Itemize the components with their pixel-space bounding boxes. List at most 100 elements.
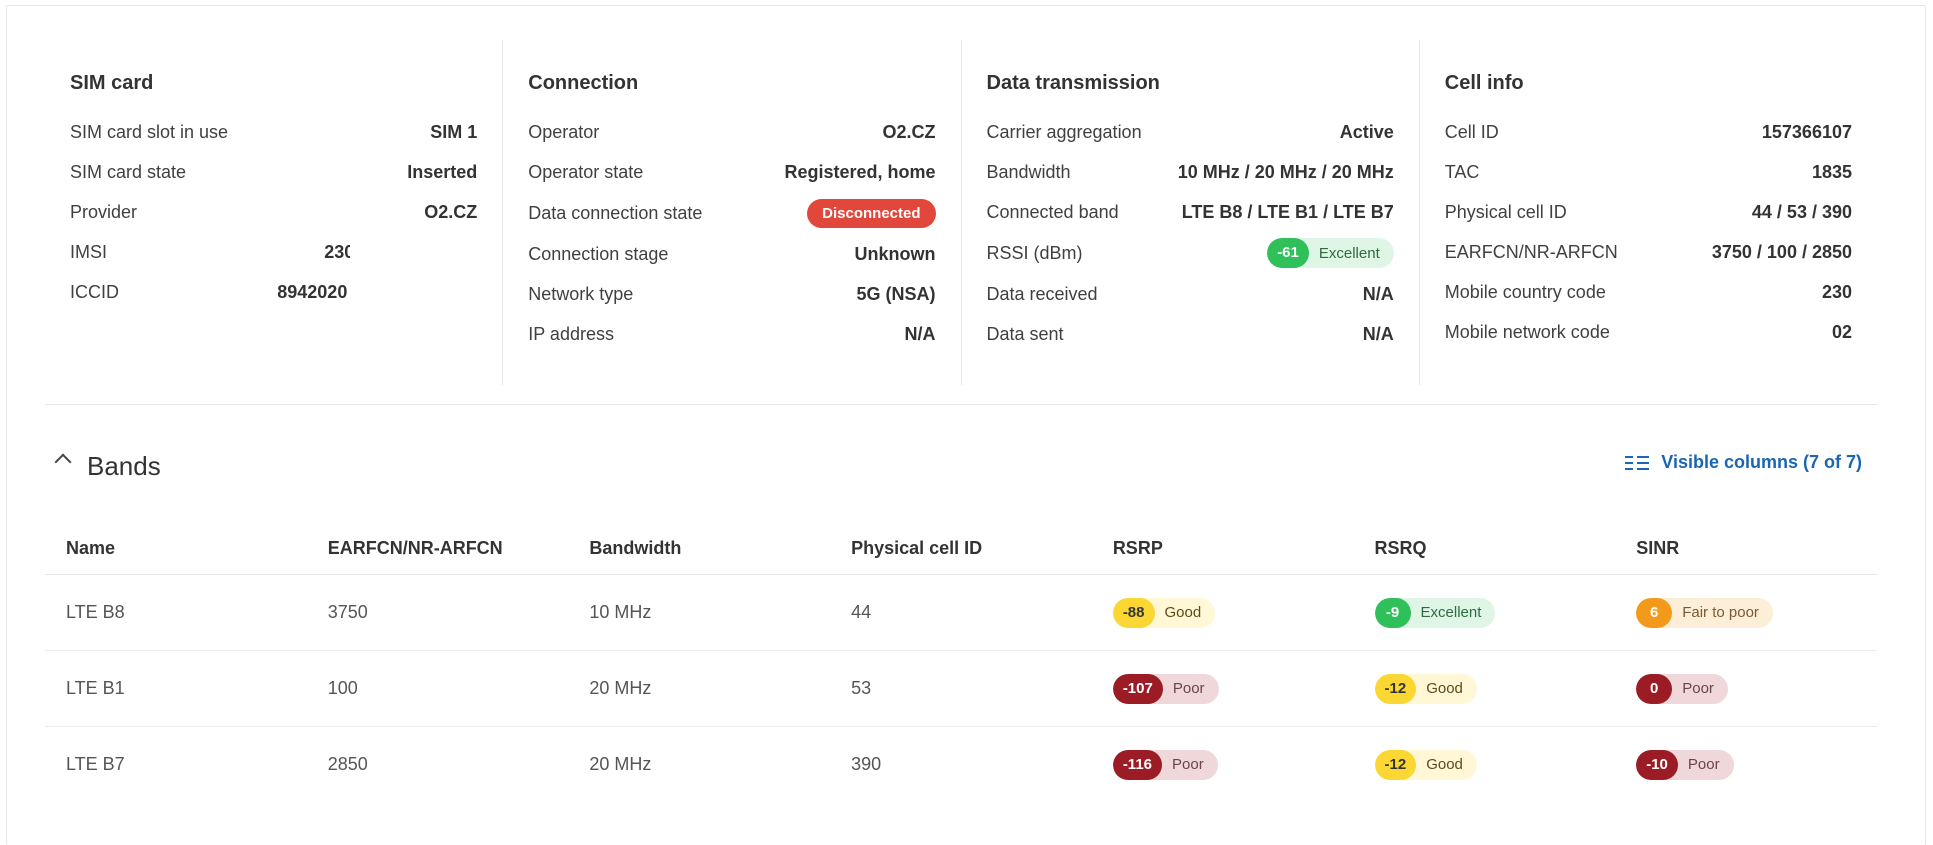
- signal-quality: Fair to poor: [1682, 604, 1759, 621]
- rsrq-cell: -12 Good: [1353, 650, 1616, 727]
- signal-quality: Excellent: [1318, 244, 1380, 262]
- signal-quality: Excellent: [1420, 604, 1482, 621]
- signal-value: -12: [1374, 673, 1417, 704]
- info-row: Mobile country code 230: [1445, 272, 1852, 312]
- column-header[interactable]: Name: [45, 522, 307, 575]
- value: 230: [1821, 281, 1852, 302]
- info-row: Data connection state Disconnected: [528, 192, 936, 234]
- section-title: SIM card: [70, 72, 154, 94]
- info-row: Cell ID 157366107: [1445, 112, 1852, 152]
- imsi-value: 230: [324, 241, 351, 262]
- label: Network type: [528, 283, 634, 304]
- band-name: LTE B8: [45, 574, 307, 651]
- info-row: SIM card slot in use SIM 1: [70, 112, 477, 152]
- info-row: TAC 1835: [1445, 152, 1852, 192]
- bands-header: Bands Visible columns (7 of 7): [45, 448, 1877, 484]
- label: Cell ID: [1444, 121, 1499, 142]
- label: Data connection state: [528, 202, 703, 223]
- visible-columns-button[interactable]: Visible columns (7 of 7): [1625, 452, 1862, 473]
- info-row: IP address N/A: [528, 314, 935, 354]
- info-row: Operator state Registered, home: [528, 152, 935, 192]
- chevron-up-icon[interactable]: [54, 453, 72, 471]
- column-header[interactable]: RSRQ: [1353, 522, 1616, 575]
- table-row: LTE B7 2850 20 MHz 390 -116 Poor -12 Good …: [45, 727, 1877, 803]
- value: N/A: [1362, 283, 1394, 304]
- column-header[interactable]: SINR: [1615, 522, 1877, 575]
- info-row: Network type 5G (NSA): [528, 274, 935, 314]
- signal-value: -10: [1636, 749, 1678, 780]
- info-row: Bandwidth 10 MHz / 20 MHz / 20 MHz: [987, 152, 1394, 192]
- rsrq-cell: -12 Good: [1354, 727, 1616, 803]
- signal-quality: Good: [1426, 756, 1463, 773]
- label: Connection stage: [528, 243, 669, 264]
- column-header[interactable]: Physical cell ID: [830, 522, 1092, 575]
- label: TAC: [1444, 161, 1480, 182]
- label: RSSI (dBm): [986, 242, 1083, 263]
- label: Mobile country code: [1444, 281, 1606, 302]
- label: SIM card state: [70, 161, 187, 182]
- label: Carrier aggregation: [986, 121, 1142, 142]
- info-row: RSSI (dBm) -61 Excellent: [987, 232, 1394, 274]
- label: Provider: [70, 201, 138, 222]
- signal-value: 6: [1636, 597, 1673, 628]
- label: Physical cell ID: [1444, 201, 1567, 222]
- status-badge: Disconnected: [807, 198, 936, 228]
- earfcn: 2850: [327, 754, 368, 774]
- info-row: Connection stage Unknown: [528, 234, 935, 274]
- signal-value: -107: [1112, 673, 1163, 704]
- iccid-value: 8942020: [277, 281, 348, 302]
- rsrq-badge: -12 Good: [1374, 673, 1477, 704]
- info-row: Data received N/A: [987, 274, 1394, 314]
- signal-quality: Good: [1426, 680, 1463, 697]
- label: Data received: [986, 283, 1098, 304]
- info-row: IMSI 230: [70, 232, 477, 272]
- label: IMSI: [70, 241, 108, 262]
- value: Active: [1339, 121, 1394, 142]
- bands-title[interactable]: Bands: [87, 451, 161, 481]
- value: Inserted: [407, 161, 478, 182]
- value: N/A: [904, 323, 936, 344]
- label: Mobile network code: [1444, 321, 1610, 342]
- value: 1835: [1811, 161, 1852, 182]
- signal-quality: Poor: [1172, 680, 1205, 697]
- signal-value: -61: [1267, 238, 1309, 268]
- value: O2.CZ: [424, 201, 478, 222]
- divider: [45, 404, 1877, 405]
- signal-quality: Poor: [1682, 680, 1714, 697]
- value: 10 MHz / 20 MHz / 20 MHz: [1177, 161, 1394, 182]
- rsrq-cell: -9 Excellent: [1353, 574, 1616, 651]
- value: N/A: [1362, 323, 1394, 344]
- physical-cell-id: 390: [851, 754, 882, 774]
- label: Operator state: [528, 161, 644, 182]
- connection-section: Connection Operator O2.CZ Operator state R…: [502, 40, 960, 385]
- band-name: LTE B1: [45, 650, 307, 727]
- signal-value: -88: [1112, 597, 1155, 628]
- physical-cell-id: 53: [830, 650, 1092, 727]
- rsrq-badge: -12 Good: [1374, 749, 1477, 780]
- label: SIM card slot in use: [70, 121, 229, 142]
- rsrp-cell: -116 Poor: [1092, 727, 1354, 803]
- sinr-cell: -10 Poor: [1615, 727, 1877, 803]
- section-title: Data transmission: [986, 72, 1160, 94]
- earfcn: 100: [306, 650, 569, 727]
- summary-panel: SIM card SIM card slot in use SIM 1 SIM c…: [45, 40, 1877, 385]
- value: 02: [1831, 321, 1852, 342]
- label: IP address: [528, 323, 614, 344]
- info-row: ICCID 8942020: [70, 272, 477, 312]
- column-header[interactable]: RSRP: [1091, 522, 1354, 575]
- bandwidth: 20 MHz: [568, 650, 831, 727]
- signal-quality: Poor: [1687, 756, 1720, 773]
- signal-value: 0: [1636, 673, 1673, 704]
- columns-icon: [1625, 455, 1650, 471]
- cell-info-section: Cell info Cell ID 157366107 TAC 1835 Physi…: [1418, 40, 1877, 385]
- label: Operator: [528, 121, 600, 142]
- column-header[interactable]: Bandwidth: [568, 522, 831, 575]
- signal-quality: Poor: [1172, 756, 1204, 773]
- column-header[interactable]: EARFCN/NR-ARFCN: [306, 522, 569, 575]
- info-row: Carrier aggregation Active: [987, 112, 1394, 152]
- table-header-row: Name EARFCN/NR-ARFCN Bandwidth Physical …: [45, 522, 1877, 575]
- bandwidth: 10 MHz: [568, 574, 831, 651]
- physical-cell-id: 44: [830, 574, 1092, 651]
- table-row: LTE B8 3750 10 MHz 44 -88 Good -9 Excellen…: [45, 574, 1877, 651]
